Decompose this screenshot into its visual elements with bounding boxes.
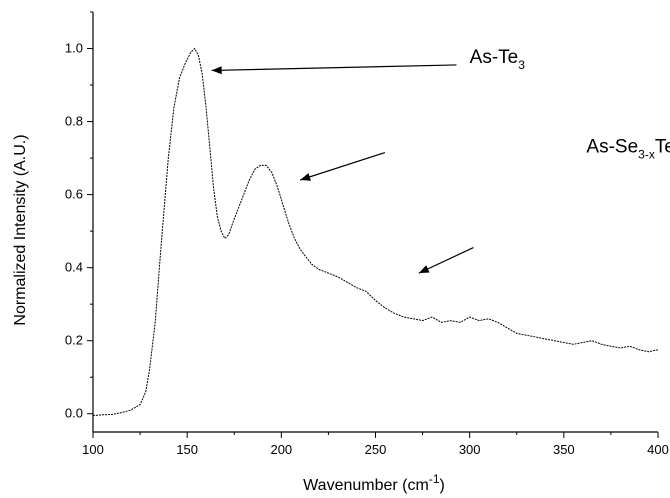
annotation-arrowhead [300,173,311,181]
annotation-arrowhead [418,265,430,274]
ticks [87,11,659,438]
annotation-arrowhead [211,66,222,75]
annotation-arrow [211,64,457,72]
x-tick-label: 100 [82,442,104,457]
y-tick-label: 0.6 [65,187,83,202]
annotation-arrow [418,247,474,274]
tick-labels: 100 150 200 250 300 350 400 0.0 0.2 0.4 0.6 0.8 1.0 [65,41,669,457]
series-line [92,47,659,417]
x-tick-label: 300 [459,442,481,457]
axes [92,12,658,433]
x-axis-title: Wavenumber (cm-1) [303,472,445,494]
x-tick-label: 250 [365,442,387,457]
x-tick-label: 400 [647,442,669,457]
y-tick-label: 0.8 [65,114,83,129]
x-tick-label: 150 [176,442,198,457]
annotation-arrow [299,152,386,181]
annotation-label: As-Se3-xTex [586,137,670,162]
x-tick-label: 200 [270,442,292,457]
y-tick-label: 1.0 [65,41,83,56]
y-tick-label: 0.4 [65,260,83,275]
y-tick-label: 0.0 [65,406,83,421]
y-axis-title: Normalized Intensity (A.U.) [12,134,29,325]
y-tick-label: 0.2 [65,333,83,348]
annotation-label: As-Te3 [470,47,526,72]
x-tick-label: 350 [553,442,575,457]
